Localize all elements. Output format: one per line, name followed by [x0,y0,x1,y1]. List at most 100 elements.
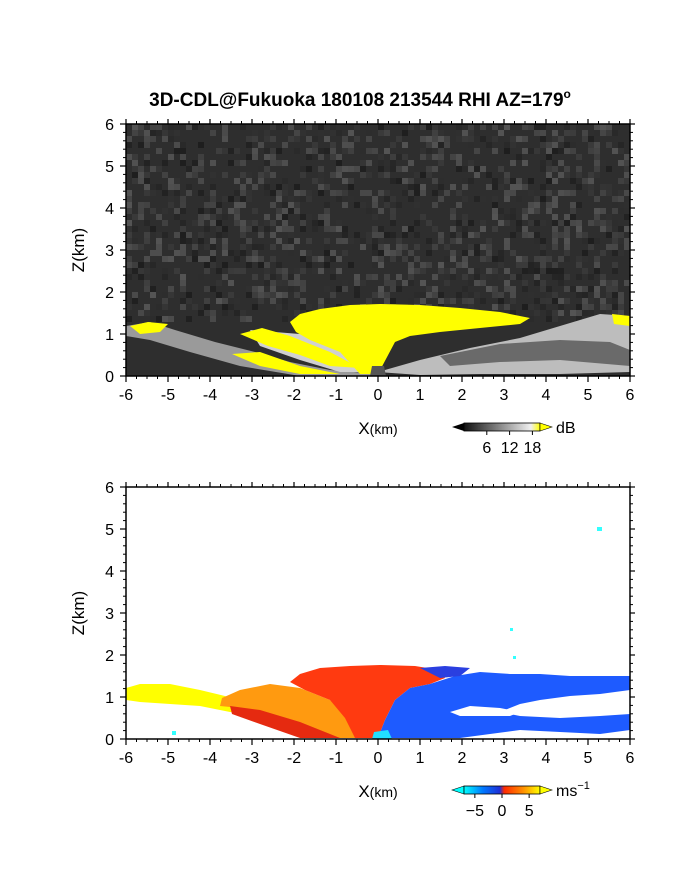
noise-cell [204,310,210,316]
noise-cell [270,244,276,250]
noise-cell [156,214,162,220]
noise-cell [186,298,192,304]
noise-cell [264,160,270,166]
noise-cell [486,238,492,244]
noise-cell [210,172,216,178]
noise-cell [426,220,432,226]
noise-cell [300,286,306,292]
noise-cell [342,232,348,238]
noise-cell [180,298,186,304]
noise-cell [606,304,612,310]
noise-cell [378,262,384,268]
noise-cell [306,238,312,244]
noise-cell [372,196,378,202]
noise-cell [558,142,564,148]
noise-cell [618,232,624,238]
noise-cell [252,286,258,292]
noise-cell [600,190,606,196]
noise-cell [420,280,426,286]
noise-cell [144,238,150,244]
noise-cell [372,232,378,238]
noise-cell [378,250,384,256]
noise-cell [624,280,630,286]
noise-cell [492,286,498,292]
noise-cell [384,148,390,154]
noise-cell [588,220,594,226]
velocity-field [126,487,630,739]
noise-cell [594,268,600,274]
noise-cell [276,148,282,154]
noise-cell [264,190,270,196]
noise-cell [192,172,198,178]
noise-cell [528,148,534,154]
noise-cell [288,202,294,208]
velocity-blue-top-left [420,666,470,678]
noise-cell [276,124,282,130]
noise-cell [426,298,432,304]
noise-cell [612,130,618,136]
noise-cell [558,124,564,130]
noise-cell [414,172,420,178]
noise-cell [294,142,300,148]
noise-cell [300,226,306,232]
noise-cell [192,304,198,310]
noise-cell [198,214,204,220]
noise-cell [444,136,450,142]
noise-cell [372,262,378,268]
noise-cell [306,154,312,160]
noise-cell [510,142,516,148]
noise-cell [606,286,612,292]
noise-cell [546,256,552,262]
noise-cell [186,238,192,244]
noise-cell [180,280,186,286]
noise-cell [468,166,474,172]
noise-cell [528,190,534,196]
noise-cell [516,220,522,226]
noise-cell [264,220,270,226]
noise-cell [468,292,474,298]
noise-cell [378,256,384,262]
noise-cell [222,232,228,238]
noise-cell [312,226,318,232]
noise-cell [486,274,492,280]
noise-cell [288,244,294,250]
noise-cell [366,298,372,304]
noise-cell [210,310,216,316]
noise-cell [210,262,216,268]
noise-cell [210,160,216,166]
noise-cell [606,244,612,250]
noise-cell [366,148,372,154]
noise-cell [132,166,138,172]
noise-cell [240,232,246,238]
noise-cell [168,256,174,262]
noise-cell [252,136,258,142]
noise-cell [180,220,186,226]
noise-cell [438,274,444,280]
noise-cell [582,250,588,256]
noise-cell [438,148,444,154]
noise-cell [624,178,630,184]
noise-cell [468,160,474,166]
noise-cell [600,124,606,130]
noise-cell [576,310,582,316]
noise-cell [294,148,300,154]
noise-cell [618,172,624,178]
noise-cell [576,256,582,262]
noise-cell [540,142,546,148]
noise-cell [300,166,306,172]
noise-cell [246,262,252,268]
noise-cell [540,262,546,268]
noise-cell [138,166,144,172]
noise-cell [384,232,390,238]
noise-cell [390,148,396,154]
noise-cell [270,148,276,154]
noise-cell [330,250,336,256]
noise-cell [558,136,564,142]
noise-cell [528,262,534,268]
noise-cell [240,226,246,232]
noise-cell [336,220,342,226]
noise-cell [426,166,432,172]
noise-cell [144,274,150,280]
noise-cell [198,208,204,214]
noise-cell [462,184,468,190]
